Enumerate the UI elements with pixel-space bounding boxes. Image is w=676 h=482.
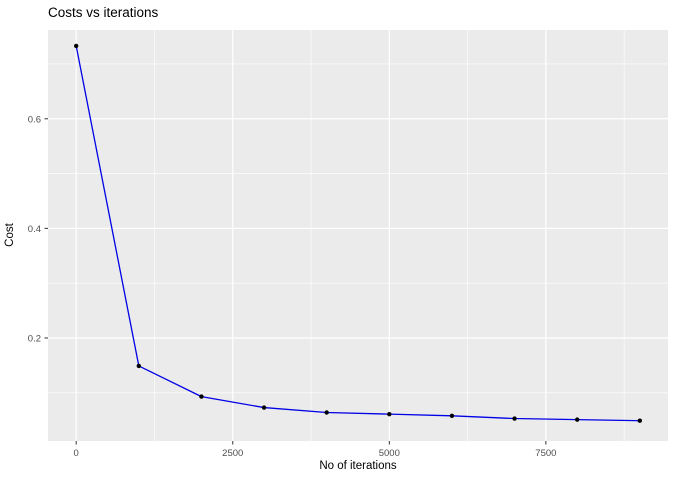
data-point <box>449 413 455 418</box>
y-axis-title: Cost <box>4 223 16 247</box>
y-tick-label: 0.6 <box>28 114 41 125</box>
data-point <box>387 411 392 417</box>
y-tick-label: 0.4 <box>28 224 41 235</box>
x-tick-label: 0 <box>74 448 79 459</box>
cost-line <box>75 45 640 422</box>
data-point <box>324 410 329 415</box>
data-point <box>574 417 580 422</box>
x-tick-label: 5000 <box>379 448 400 459</box>
x-tick-label: 2500 <box>222 448 243 459</box>
data-point <box>199 394 204 399</box>
x-axis-title: No of iterations <box>319 460 397 472</box>
data-point <box>512 416 517 421</box>
x-tick-label: 7500 <box>535 448 556 459</box>
data-point <box>637 418 643 423</box>
y-tick-label: 0.2 <box>28 333 41 344</box>
panel-background <box>48 30 668 441</box>
data-point <box>73 43 79 49</box>
data-point <box>261 405 267 410</box>
data-point <box>136 363 142 369</box>
chart-title: Costs vs iterations <box>48 5 159 20</box>
